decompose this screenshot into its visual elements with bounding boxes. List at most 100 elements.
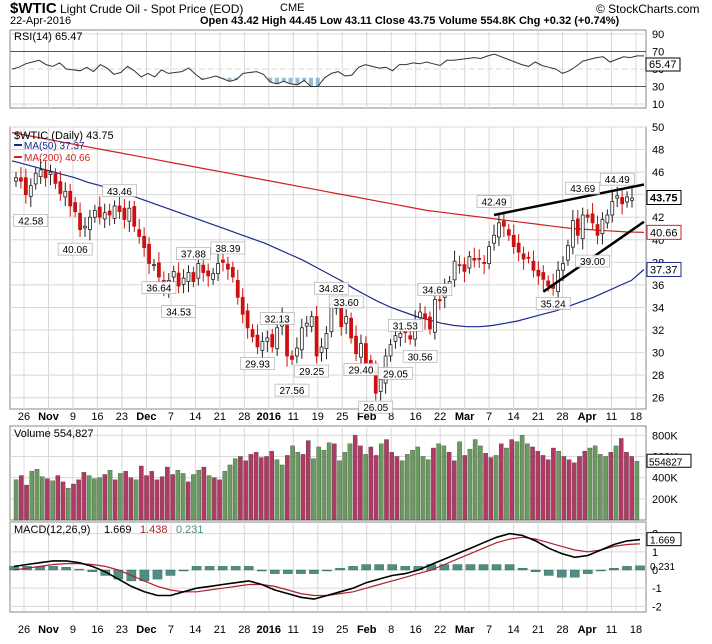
volume-bar	[159, 476, 165, 521]
volume-tick-label: 200K	[652, 494, 678, 506]
price-candle	[206, 270, 211, 277]
price-annotation-box	[176, 247, 211, 261]
volume-bar	[316, 446, 321, 521]
price-candle	[462, 264, 467, 272]
price-annotation: 29.25	[299, 367, 324, 378]
volume-bar	[60, 481, 66, 521]
x-tick-label-top: 11	[606, 411, 617, 423]
volume-tick-label: 800K	[652, 430, 678, 442]
volume-bar	[425, 459, 431, 521]
x-tick-label-bottom: Nov	[38, 624, 60, 636]
macd-histogram-bar	[348, 566, 358, 571]
price-candle	[290, 355, 294, 360]
volume-bar	[253, 452, 259, 521]
volume-bar	[196, 470, 201, 521]
ohlc-summary: Open 43.42 High 44.45 Low 43.11 Close 43…	[200, 15, 620, 27]
volume-bar	[384, 439, 389, 521]
price-candle	[33, 172, 38, 185]
price-annotation: 42.49	[482, 198, 507, 209]
volume-bar	[431, 447, 436, 521]
rsi-tick-label: 10	[652, 99, 664, 111]
price-candle	[235, 280, 240, 298]
volume-bar	[592, 445, 598, 521]
x-tick-label-bottom: 9	[70, 624, 76, 636]
volume-bar	[577, 456, 582, 521]
volume-bar	[128, 477, 134, 521]
price-candle	[142, 236, 147, 249]
volume-bar	[55, 475, 61, 521]
macd-histogram-bar	[322, 569, 332, 572]
volume-bar	[19, 475, 24, 521]
volume-bar	[399, 460, 405, 521]
macd-histogram-bar	[374, 564, 384, 571]
volume-bar	[582, 451, 587, 521]
volume-bar	[530, 446, 535, 521]
x-tick-label-top: 11	[288, 411, 299, 423]
price-candle	[364, 343, 368, 365]
volume-bar	[363, 454, 368, 521]
price-candle	[521, 253, 526, 260]
price-candle	[181, 277, 186, 285]
price-candle	[23, 177, 28, 196]
volume-bar	[525, 443, 530, 521]
macd-histogram-bar	[504, 564, 515, 571]
volume-bar	[326, 442, 332, 521]
price-tick-label: 32	[652, 325, 664, 337]
price-tick-label: 50	[652, 122, 664, 134]
volume-bar	[342, 452, 348, 521]
macd-histogram-bar	[87, 569, 98, 573]
price-annotation-box	[599, 172, 635, 186]
volume-bar	[352, 435, 358, 521]
price-candle	[226, 263, 230, 270]
price-candle	[541, 272, 546, 280]
volume-bar	[483, 453, 488, 521]
volume-bar	[561, 456, 567, 521]
x-tick-label-top: 25	[336, 411, 348, 423]
price-pane-frame	[9, 126, 647, 410]
stockcharts-brand: © StockCharts.com	[596, 2, 700, 16]
volume-bar	[624, 452, 629, 521]
volume-bar	[180, 473, 186, 521]
price-candle	[147, 243, 151, 264]
volume-bar	[185, 481, 191, 521]
price-candle	[191, 272, 196, 282]
x-tick-label-bottom: Feb	[357, 624, 377, 636]
macd-histogram-bar	[204, 566, 215, 571]
price-candle	[585, 214, 590, 218]
price-candle	[53, 173, 58, 184]
volume-bar	[29, 471, 35, 521]
x-tick-label-bottom: 25	[336, 624, 348, 636]
x-tick-label-bottom: 7	[168, 624, 174, 636]
macd-histogram-bar	[609, 567, 619, 571]
price-candle	[492, 234, 496, 244]
volume-bar	[572, 462, 577, 521]
volume-bar	[139, 465, 144, 521]
price-candle	[221, 259, 225, 263]
macd-histogram-bar	[361, 564, 371, 571]
price-candle	[605, 214, 610, 224]
macd-histogram-bar	[230, 566, 241, 571]
price-annotation: 29.40	[348, 365, 373, 376]
price-candle	[388, 344, 393, 357]
macd-histogram-bar	[165, 569, 176, 576]
macd-histogram-bar	[583, 569, 593, 574]
price-annotation-box	[343, 363, 379, 376]
price-legend-label: $WTIC (Daily) 43.75	[14, 130, 114, 142]
x-tick-label-bottom: Dec	[136, 624, 156, 636]
rsi-tick-label: 90	[652, 29, 664, 41]
price-annotation: 44.49	[605, 175, 630, 186]
price-candle	[260, 340, 265, 351]
volume-bar	[206, 475, 212, 521]
price-candle	[610, 201, 615, 216]
volume-bar	[379, 443, 384, 521]
price-candle	[127, 207, 132, 222]
macd-last-value: 1.669	[650, 536, 675, 547]
volume-bar	[71, 483, 76, 521]
x-tick-label-bottom: 28	[238, 624, 250, 636]
x-tick-label-top: 7	[168, 411, 174, 423]
price-candle	[324, 333, 329, 350]
volume-bar	[92, 478, 97, 521]
price-annotation: 30.56	[408, 352, 433, 363]
volume-bar	[603, 456, 608, 521]
volume-bar	[217, 479, 222, 521]
